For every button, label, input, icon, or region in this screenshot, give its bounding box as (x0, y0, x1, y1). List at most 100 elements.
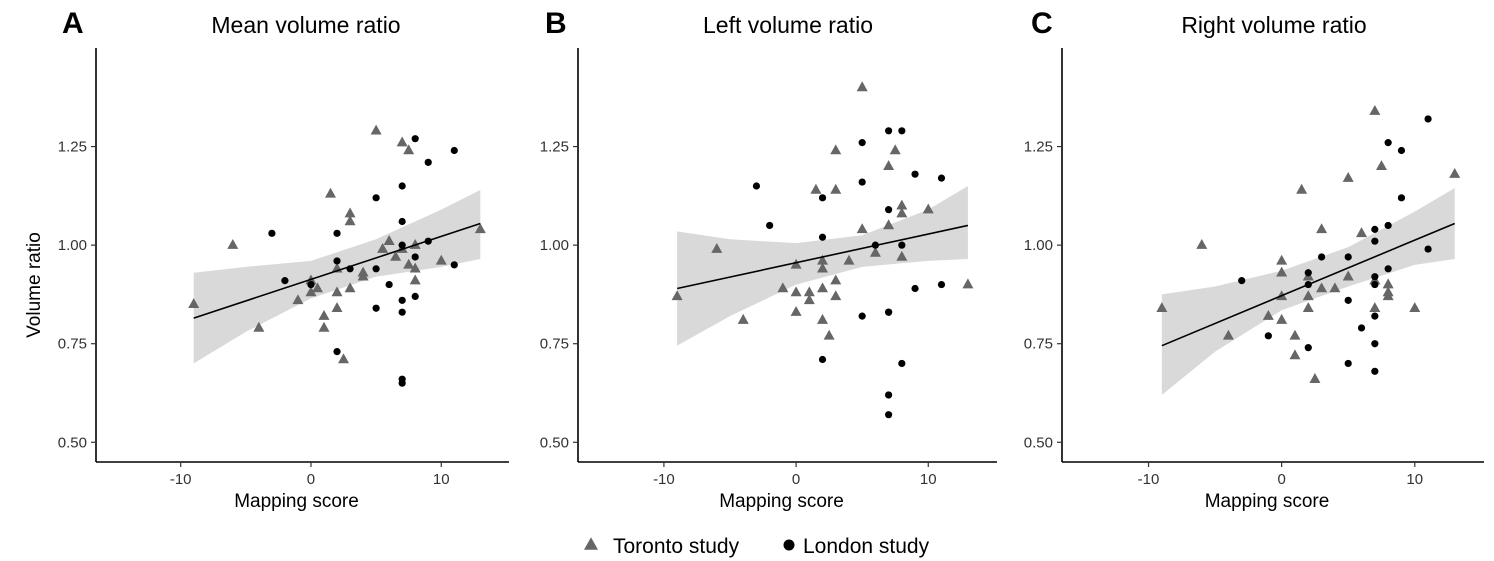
london-point (450, 146, 458, 155)
london-point (411, 253, 419, 261)
london-point (385, 280, 393, 289)
london-point (1384, 221, 1392, 230)
toronto-point (1276, 266, 1288, 277)
y-tick-label: 0.50 (58, 434, 87, 451)
legend-london-label: London study (803, 535, 930, 558)
london-point (1424, 245, 1432, 253)
y-tick-label: 1.25 (540, 139, 569, 156)
panel-letter: B (545, 7, 567, 40)
london-point (766, 221, 774, 230)
london-point (1304, 344, 1312, 352)
london-point (411, 135, 419, 143)
x-axis-title: Mapping score (719, 491, 844, 512)
london-point (1344, 296, 1352, 304)
x-tick-label: -10 (653, 471, 675, 488)
toronto-point (817, 262, 829, 273)
legend-toronto-label: Toronto study (613, 535, 740, 558)
panel-c: C Right volume ratio 0.50 0.75 1.00 1.25 -10 0 1… (1024, 7, 1484, 512)
panel-title: Right volume ratio (1181, 12, 1366, 38)
panel-a: A Mean volume ratio 0.50 0.75 1.00 1.25 -10 0 10… (24, 7, 509, 512)
x-tick-label: 10 (433, 471, 450, 488)
london-point (818, 194, 827, 202)
london-point (398, 182, 406, 190)
toronto-point (331, 302, 343, 312)
y-tick-label: 0.50 (1024, 434, 1053, 451)
toronto-point (830, 144, 842, 155)
toronto-point (331, 286, 343, 297)
london-point (1304, 269, 1312, 277)
toronto-point (292, 294, 304, 305)
london-point (1371, 237, 1379, 245)
toronto-point (1316, 223, 1328, 234)
toronto-point (1262, 309, 1274, 320)
toronto-point (1276, 313, 1288, 324)
london-point (1397, 194, 1406, 202)
toronto-point (803, 294, 815, 305)
toronto-point (889, 144, 901, 155)
london-point (885, 308, 893, 316)
toronto-point (253, 321, 265, 332)
toronto-point (830, 274, 842, 285)
toronto-point (1329, 282, 1341, 293)
london-point (858, 178, 866, 186)
london-point (1264, 332, 1272, 340)
london-point (898, 127, 906, 135)
toronto-point (338, 353, 350, 364)
london-point (1371, 340, 1379, 348)
london-point (398, 379, 406, 387)
london-point (885, 391, 893, 399)
toronto-point (305, 286, 317, 297)
toronto-point (344, 215, 356, 226)
x-tick-label: -10 (1138, 471, 1160, 488)
toronto-point (962, 278, 974, 289)
y-tick-label: 1.25 (58, 139, 87, 156)
series-toronto (671, 81, 974, 340)
london-point (937, 280, 946, 289)
london-point (911, 284, 919, 293)
london-point (1371, 225, 1379, 233)
london-point (898, 241, 906, 249)
london-point (885, 206, 893, 214)
toronto-point (377, 242, 389, 253)
toronto-point (856, 223, 868, 234)
x-tick-label: 10 (1406, 471, 1423, 488)
y-tick-label: 1.00 (58, 237, 87, 254)
toronto-point (1309, 373, 1321, 383)
toronto-point (435, 254, 447, 265)
toronto-point (227, 239, 239, 249)
toronto-point (1289, 349, 1301, 360)
london-point (1371, 312, 1379, 320)
london-point (450, 261, 458, 269)
toronto-point (1302, 290, 1314, 301)
london-point (333, 348, 341, 356)
toronto-point (1156, 302, 1168, 312)
confidence-band (193, 189, 481, 364)
london-point (398, 241, 406, 249)
toronto-point (1222, 329, 1234, 340)
toronto-point (1302, 302, 1314, 312)
london-point (898, 359, 906, 368)
toronto-point (817, 282, 829, 293)
panel-letter: C (1031, 7, 1053, 40)
regression-line (1161, 222, 1456, 347)
panel-letter: A (62, 7, 84, 40)
toronto-point (409, 274, 421, 285)
toronto-point (1369, 104, 1381, 115)
london-point (937, 174, 946, 182)
toronto-point (390, 250, 402, 261)
toronto-point (1316, 282, 1328, 293)
london-point (1344, 253, 1352, 261)
london-point (333, 257, 341, 265)
x-axis-title: Mapping score (234, 491, 359, 512)
panel-b: B Left volume ratio 0.50 0.75 1.00 1.25 -10 0 10… (540, 7, 997, 512)
london-point (858, 139, 866, 147)
london-point (1371, 273, 1379, 281)
toronto-point (1342, 270, 1354, 281)
london-point (1344, 359, 1352, 368)
toronto-point (896, 250, 908, 261)
series-london (268, 135, 458, 387)
toronto-point (1382, 278, 1394, 289)
london-point (752, 182, 761, 190)
x-tick-label: 0 (1277, 471, 1285, 488)
toronto-point (1196, 239, 1208, 249)
